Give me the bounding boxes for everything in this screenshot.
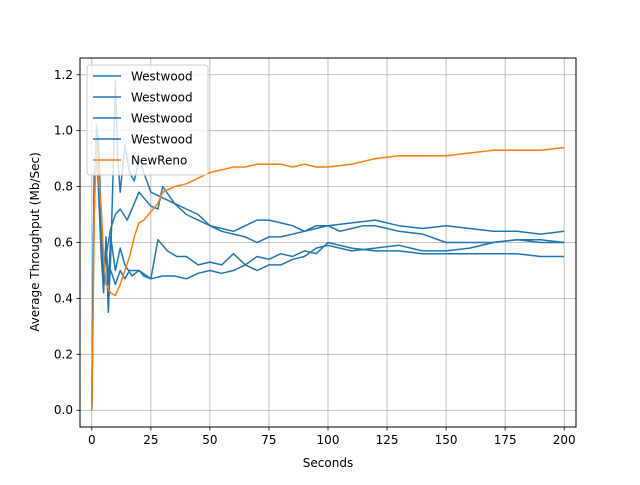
- y-axis-ticks: 0.0 0.2 0.4 0.6 0.8 1.0 1.2: [54, 68, 80, 417]
- series-lines: [91, 79, 565, 411]
- series-line-5: [91, 143, 565, 411]
- x-axis-label: Seconds: [303, 456, 353, 470]
- legend-entry-label: Westwood: [131, 112, 193, 126]
- x-tick-label: 200: [553, 433, 576, 447]
- y-axis-label: Average Throughput (Mb/Sec): [28, 152, 42, 332]
- legend-entry-label: Westwood: [131, 91, 193, 105]
- x-tick-label: 50: [202, 433, 217, 447]
- legend-entry-label: NewReno: [131, 154, 187, 168]
- x-tick-label: 100: [317, 433, 340, 447]
- y-tick-label: 0.8: [54, 180, 73, 194]
- x-tick-label: 125: [376, 433, 399, 447]
- y-tick-label: 0.2: [54, 347, 73, 361]
- x-tick-label: 75: [261, 433, 276, 447]
- x-tick-label: 25: [143, 433, 158, 447]
- y-tick-label: 1.2: [54, 68, 73, 82]
- x-axis-ticks: 0 25 50 75 100 125 150 175 200: [88, 427, 576, 447]
- legend-entry-label: Westwood: [131, 70, 193, 84]
- legend: Westwood Westwood Westwood Westwood NewReno: [86, 64, 209, 176]
- legend-entry-label: Westwood: [131, 133, 193, 147]
- y-tick-label: 1.0: [54, 124, 73, 138]
- x-tick-label: 150: [435, 433, 458, 447]
- y-tick-label: 0.4: [54, 291, 73, 305]
- series-line-4: [91, 124, 565, 411]
- legend-box: [86, 64, 209, 176]
- y-tick-label: 0.6: [54, 236, 73, 250]
- y-tick-label: 0.0: [54, 403, 73, 417]
- x-tick-label: 175: [494, 433, 517, 447]
- grid: [80, 58, 576, 427]
- x-tick-label: 0: [88, 433, 96, 447]
